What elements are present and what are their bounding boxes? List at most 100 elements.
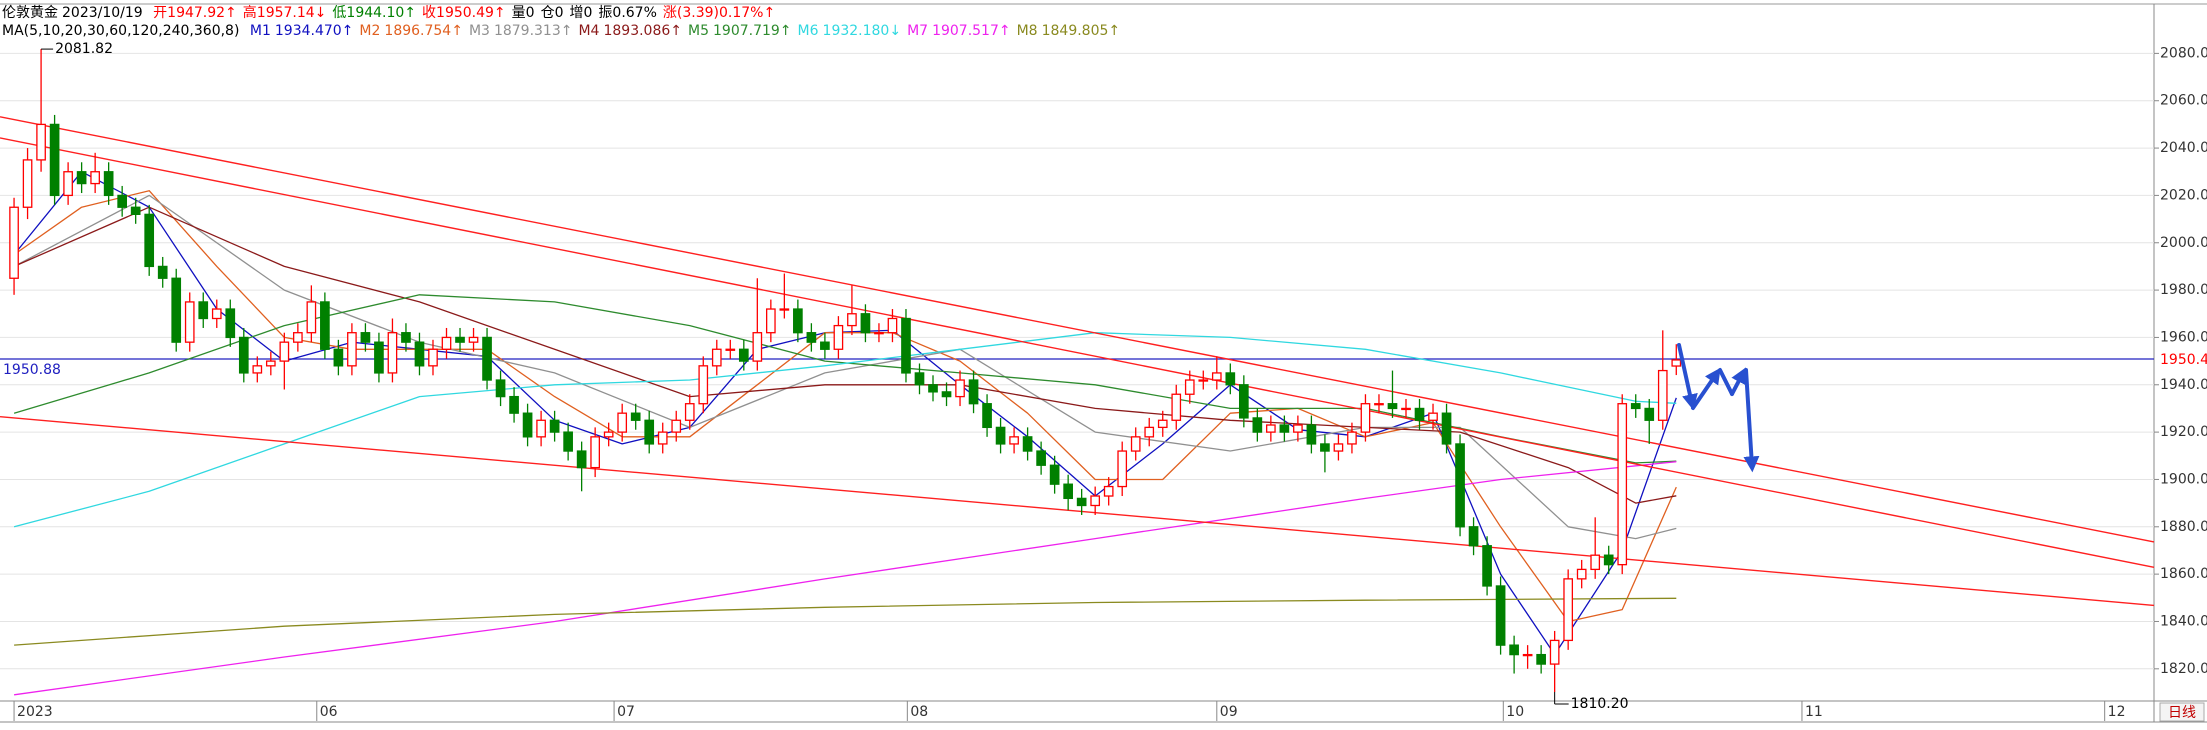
candle-body xyxy=(455,336,465,343)
instrument-title: 伦敦黄金 xyxy=(2,5,58,21)
candle-body xyxy=(603,431,614,438)
candle-body xyxy=(1374,403,1384,406)
legend-entry: M4 1893.086↑ xyxy=(578,23,682,39)
candle-body xyxy=(738,348,749,362)
candle-body xyxy=(1333,443,1344,452)
quote-item: 振0.67% xyxy=(598,5,657,21)
candle-body xyxy=(1225,372,1236,386)
candle-body xyxy=(211,308,222,320)
candle-body xyxy=(1536,653,1546,665)
candle-body xyxy=(1630,403,1641,410)
legend-entry: M3 1879.313↑ xyxy=(469,23,573,39)
candle-body xyxy=(914,372,925,386)
candle-body xyxy=(590,436,600,469)
annotation-arrow xyxy=(1730,367,1746,396)
legend-value: 1934.470↑ xyxy=(274,23,354,39)
candle-body xyxy=(1549,639,1560,665)
y-tick-label: 1980.00 xyxy=(2160,282,2207,298)
legend-name: M4 xyxy=(578,23,600,39)
label-layer: 1820.00 1840.00 1860.00 1880.00 1900.00 1920.… xyxy=(3,41,2207,720)
period-box xyxy=(2159,702,2205,722)
candle-body xyxy=(766,308,776,334)
quote-item: 低1944.10↑ xyxy=(332,5,417,21)
ma-line xyxy=(14,597,1677,646)
candle-body xyxy=(982,403,992,429)
candle-body xyxy=(1049,464,1060,485)
candle-body xyxy=(1603,554,1614,566)
x-tick-label: 08 xyxy=(910,704,928,720)
candle-body xyxy=(1347,431,1357,445)
candle-body xyxy=(293,332,303,343)
legend-value: 1879.313↑ xyxy=(493,23,573,39)
candle-body xyxy=(955,379,965,398)
y-tick-label: 2060.00 xyxy=(2160,93,2207,109)
quote-item: 开1947.92↑ xyxy=(153,5,237,21)
candle-body xyxy=(522,412,533,438)
last-price-label: 1950.49 xyxy=(2160,352,2207,368)
candle-body xyxy=(1522,653,1533,657)
candle-body xyxy=(63,171,73,197)
x-tick-label: 2023 xyxy=(17,704,53,720)
x-tick-label: 12 xyxy=(2108,704,2126,720)
candle-body xyxy=(225,308,236,339)
candle-body xyxy=(644,419,655,445)
legend-entry: M7 1907.517↑ xyxy=(907,23,1011,39)
candle-body xyxy=(130,206,141,215)
candle-body xyxy=(1063,483,1073,500)
candle-body xyxy=(847,313,857,327)
candle-body xyxy=(320,301,330,350)
trend-line xyxy=(0,137,2155,568)
legend-name: M5 xyxy=(688,23,709,39)
x-tick-label: 07 xyxy=(617,704,635,720)
quote-item: 高1957.14↓ xyxy=(242,5,327,21)
legend-entry: M5 1907.719↑ xyxy=(688,23,792,39)
candle-body xyxy=(468,336,479,343)
candle-body xyxy=(617,412,628,433)
candle-body xyxy=(779,308,790,311)
ma-legend: MA(5,10,20,30,60,120,240,360,8) M1 1934.4… xyxy=(2,22,1126,40)
candle-body xyxy=(198,301,209,320)
candle-body xyxy=(36,123,46,161)
candle-body xyxy=(401,332,411,343)
ma-title: MA(5,10,20,30,60,120,240,360,8) xyxy=(2,23,240,39)
quote-item: 涨(3.39)0.17%↑ xyxy=(662,5,776,21)
x-tick-label: 09 xyxy=(1220,704,1238,720)
candle-body xyxy=(752,332,763,362)
candle-body xyxy=(820,341,830,350)
candle-body xyxy=(806,332,817,343)
candle-body xyxy=(171,277,182,343)
trend-line xyxy=(0,416,2155,607)
candle-body xyxy=(252,365,263,374)
candle-body xyxy=(333,348,344,367)
candle-body xyxy=(1576,568,1587,580)
candle-body xyxy=(103,171,114,197)
candle-body xyxy=(1401,407,1411,411)
candle-body xyxy=(184,301,195,343)
candle-body xyxy=(1130,436,1141,452)
legend-name: M1 xyxy=(249,23,271,39)
candle-body xyxy=(1184,379,1195,395)
candle-body xyxy=(563,431,573,452)
candle-body xyxy=(1644,407,1655,421)
y-tick-label: 1940.00 xyxy=(2160,377,2207,393)
candle-body xyxy=(901,317,911,374)
candle-body xyxy=(941,391,952,398)
quote-item: 收1950.49↑ xyxy=(422,5,506,21)
candle-body xyxy=(1279,424,1290,433)
candle-body xyxy=(1157,419,1168,429)
candle-body xyxy=(1306,424,1317,445)
candle-body xyxy=(157,265,168,279)
candle-layer xyxy=(9,49,1682,693)
annotation-arrow xyxy=(1743,368,1760,473)
y-tick-label: 2080.00 xyxy=(2160,45,2207,61)
candle-body xyxy=(1076,497,1087,507)
trend-layer xyxy=(0,116,2155,607)
legend-entry: M1 1934.470↑ xyxy=(250,23,354,39)
legend-name: M3 xyxy=(468,23,490,39)
candle-body xyxy=(1455,443,1465,528)
candle-body xyxy=(671,419,682,433)
candle-body xyxy=(1657,369,1668,421)
candle-body xyxy=(1671,359,1682,367)
y-tick-label: 1960.00 xyxy=(2160,329,2207,345)
